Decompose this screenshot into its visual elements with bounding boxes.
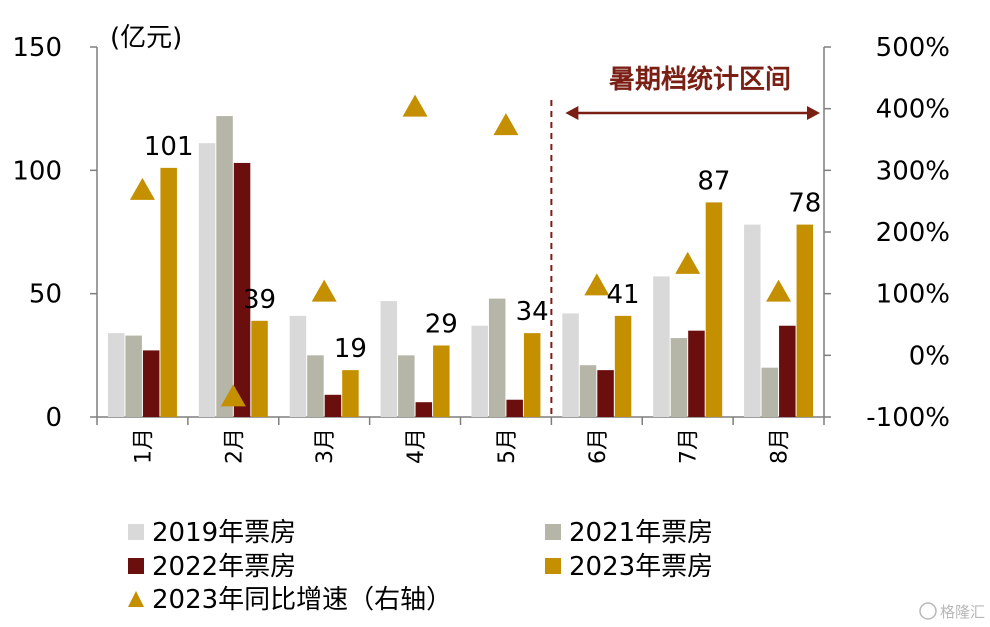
data-label-2023: 41 <box>607 280 640 310</box>
bar-2021年票房 <box>398 355 415 417</box>
growth-triangle-marker <box>402 94 428 117</box>
bar-2023年票房 <box>433 345 450 417</box>
right-tick-label: -100% <box>866 403 950 433</box>
growth-triangle-marker <box>129 177 155 200</box>
legend-label: 2023年票房 <box>569 552 713 582</box>
left-tick-label: 0 <box>45 403 62 433</box>
legend-label: 2023年同比增速（右轴） <box>152 585 452 615</box>
x-category-label: 6月 <box>586 428 611 464</box>
right-tick-label: 500% <box>876 33 950 63</box>
x-category-label: 5月 <box>495 428 520 464</box>
x-category-label: 1月 <box>131 428 156 464</box>
growth-triangle-marker <box>675 251 701 274</box>
bar-2019年票房 <box>471 325 488 417</box>
bar-2019年票房 <box>744 224 761 417</box>
growth-triangle-marker <box>584 273 610 296</box>
x-category-label: 4月 <box>404 428 429 464</box>
growth-triangle-marker <box>220 384 246 407</box>
data-label-2023: 19 <box>334 334 367 364</box>
bar-2021年票房 <box>670 338 688 417</box>
right-tick-label: 200% <box>876 218 950 248</box>
bar-2023年票房 <box>160 167 177 417</box>
bar-2019年票房 <box>289 315 307 417</box>
bar-2021年票房 <box>125 335 142 417</box>
x-category-label: 7月 <box>677 428 702 464</box>
bar-2023年票房 <box>796 224 814 417</box>
right-tick-label: 100% <box>876 280 950 310</box>
watermark-text: 格隆汇 <box>940 603 985 621</box>
data-label-2023: 29 <box>425 309 458 339</box>
bar-2021年票房 <box>216 116 233 418</box>
data-labels: 101 39 19 29 34 41 87 78 <box>144 132 821 364</box>
left-tick-label: 50 <box>29 280 62 310</box>
bar-2022年票房 <box>142 350 160 417</box>
legend-label: 2022年票房 <box>152 552 296 582</box>
arrow-head-right-icon <box>807 106 820 120</box>
left-tick-label: 100 <box>12 156 62 186</box>
data-label-2023: 87 <box>697 166 730 196</box>
bar-2022年票房 <box>688 330 705 417</box>
bar-2021年票房 <box>307 355 324 417</box>
bar-2023年票房 <box>251 320 268 417</box>
legend-label: 2019年票房 <box>152 518 296 548</box>
right-tick-label: 400% <box>876 95 950 125</box>
growth-triangle-marker <box>493 113 519 136</box>
bar-2022年票房 <box>597 370 614 417</box>
watermark-logo-icon <box>919 602 937 620</box>
data-label-2023: 34 <box>516 297 549 327</box>
x-category-label: 8月 <box>768 428 793 464</box>
bar-2021年票房 <box>761 367 779 417</box>
left-tick-label: 150 <box>12 33 62 63</box>
bar-2022年票房 <box>233 162 251 417</box>
bar-2022年票房 <box>324 394 342 417</box>
growth-triangle-marker <box>311 279 337 302</box>
data-label-2023: 39 <box>243 285 276 315</box>
bar-2023年票房 <box>705 202 723 417</box>
legend-swatch <box>545 558 561 574</box>
legend-label: 2021年票房 <box>569 518 713 548</box>
bar-2023年票房 <box>523 333 541 417</box>
x-category-label: 3月 <box>313 428 338 464</box>
legend-triangle-icon <box>128 591 144 607</box>
growth-triangle-marker <box>766 279 792 302</box>
axes: 0 50 100 150 (亿元) -100% 0% 100% 200% 300% 400% 500%… <box>12 23 950 464</box>
legend-swatch <box>128 558 144 574</box>
data-label-2023: 78 <box>788 189 821 219</box>
left-axis-unit: (亿元) <box>110 23 182 53</box>
arrow-head-left-icon <box>565 106 579 120</box>
bars <box>107 116 814 418</box>
data-label-2023: 101 <box>144 132 194 162</box>
right-tick-label: 0% <box>909 341 950 371</box>
bar-2021年票房 <box>579 365 597 417</box>
legend: 2019年票房 2021年票房 2022年票房 2023年票房 2023年同比增速（右轴… <box>128 518 713 615</box>
bar-2021年票房 <box>488 298 506 417</box>
bar-2019年票房 <box>380 301 398 417</box>
x-category-label: 2月 <box>222 428 247 464</box>
bar-2022年票房 <box>779 325 796 417</box>
bar-2022年票房 <box>415 402 433 417</box>
bar-2022年票房 <box>506 399 523 417</box>
watermark: 格隆汇 <box>919 602 985 621</box>
growth-markers <box>129 94 792 407</box>
bar-2023年票房 <box>342 370 359 417</box>
bar-2019年票房 <box>107 333 125 417</box>
bar-2019年票房 <box>653 276 670 417</box>
summer-period-annotation: 暑期档统计区间 <box>550 64 820 417</box>
bar-2023年票房 <box>614 315 632 417</box>
bar-2019年票房 <box>562 313 579 417</box>
legend-swatch <box>128 524 144 540</box>
legend-swatch <box>545 524 561 540</box>
summer-period-label: 暑期档统计区间 <box>609 64 791 95</box>
bar-2019年票房 <box>198 143 216 417</box>
right-tick-label: 300% <box>876 156 950 186</box>
